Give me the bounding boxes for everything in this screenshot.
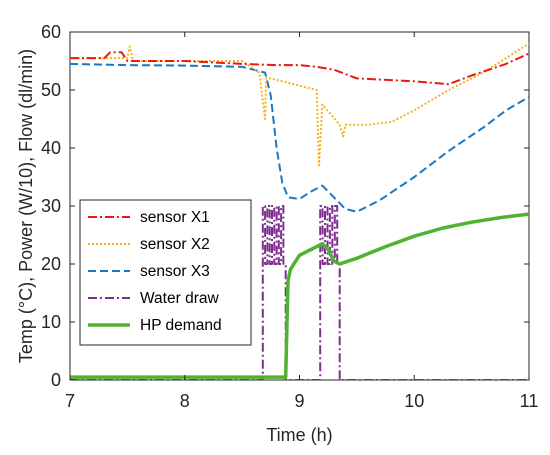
legend-label-hp-demand: HP demand <box>140 317 222 334</box>
x-tick-label: 8 <box>180 391 190 411</box>
y-tick-label: 30 <box>41 196 61 216</box>
y-axis-label: Temp (°C), Power (W/10), Flow (dl/min) <box>16 49 36 363</box>
x-tick-label: 9 <box>294 391 304 411</box>
x-tick-label: 10 <box>404 391 424 411</box>
tick-layer: 7 8 9 10 11 0 10 20 30 40 50 60 <box>41 22 538 411</box>
legend-label-sensor-x1: sensor X1 <box>140 209 210 226</box>
x-tick-label: 7 <box>65 391 75 411</box>
x-tick-label: 11 <box>520 391 539 411</box>
y-tick-label: 40 <box>41 138 61 158</box>
series-layer <box>70 42 529 380</box>
series-line-sensor-x2 <box>70 42 529 167</box>
y-tick-label: 10 <box>41 312 61 332</box>
legend-label-sensor-x3: sensor X3 <box>140 263 210 280</box>
legend-label-sensor-x2: sensor X2 <box>140 236 210 253</box>
y-tick-label: 60 <box>41 22 61 42</box>
series-line-sensor-x3 <box>70 62 529 213</box>
legend-box <box>79 199 252 346</box>
series-line-water-draw <box>70 205 529 380</box>
y-tick-label: 0 <box>51 370 61 390</box>
series-line-hp-demand <box>70 212 529 379</box>
y-tick-label: 50 <box>41 80 61 100</box>
legend: sensor X1 sensor X2 sensor X3 Water draw HP … <box>79 199 252 346</box>
y-tick-label: 20 <box>41 254 61 274</box>
legend-label-water-draw: Water draw <box>140 290 219 307</box>
x-axis-label: Time (h) <box>266 425 332 445</box>
series-line-sensor-x1 <box>70 51 529 86</box>
